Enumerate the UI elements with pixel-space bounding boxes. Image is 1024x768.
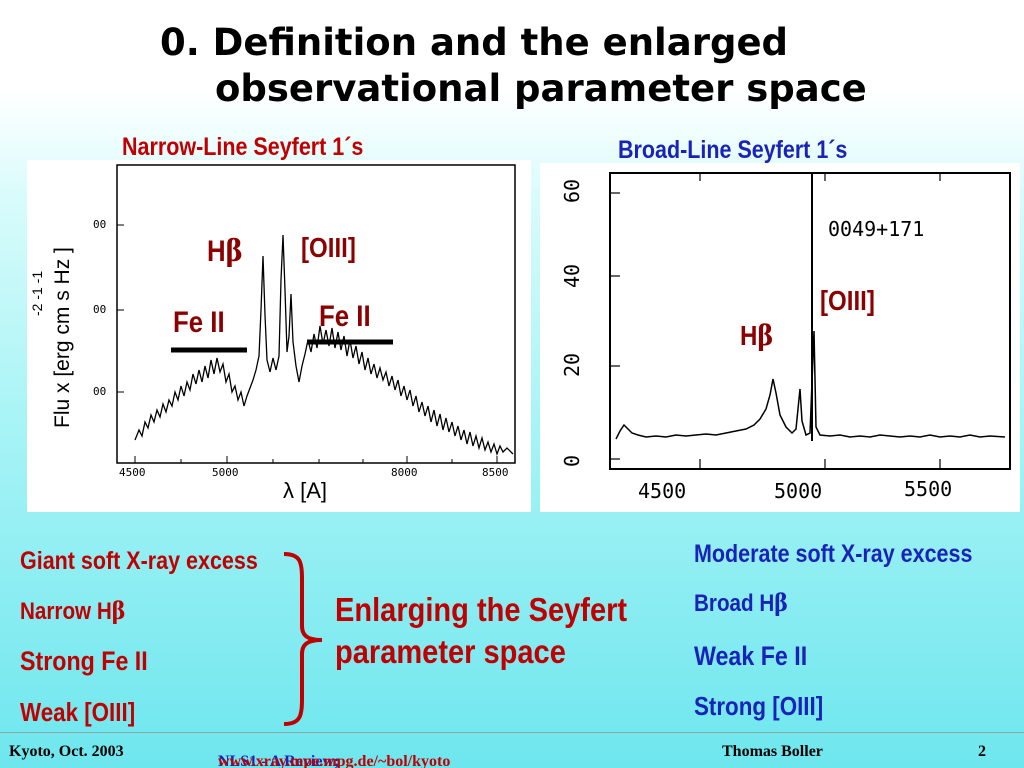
hbeta-prefix: H (740, 320, 758, 351)
footer-location: Kyoto, Oct. 2003 (9, 743, 124, 760)
bls1-property-feii: Weak Fe II (694, 641, 808, 671)
footer-page-number: 2 (978, 743, 986, 760)
bls1-header: Broad-Line Seyfert 1´s (618, 136, 848, 164)
bls1-x-tick: 4500 (638, 479, 687, 503)
footer-author: Thomas Boller (722, 743, 823, 760)
bls1-y-tick: 0 (560, 454, 585, 468)
nls1-y-axis-exponents: -2 -1 -1 (29, 270, 45, 316)
angstrom-unit: [A] (300, 478, 328, 503)
curly-brace-icon (283, 552, 323, 726)
slide-title: 0. Definition and the enlarged observati… (160, 20, 980, 112)
nls1-spectrum-trace (134, 234, 514, 457)
bls1-y-tick: 40 (560, 263, 585, 289)
slide-title-line2: observational parameter space (215, 67, 867, 110)
footer-review-prefix: NLS1 - A Review; (218, 753, 340, 768)
slide-title-line1: 0. Definition and the enlarged (160, 21, 789, 64)
narrow-hbeta-prefix: Narrow H (20, 598, 112, 625)
enlarging-text: Enlarging the Seyfert parameter space (335, 589, 627, 673)
nls1-y-axis-label: Flu x [erg cm s Hz ] (51, 247, 74, 428)
nls1-fe-left-label: Fe II (173, 306, 225, 339)
bls1-x-tick: 5000 (774, 479, 823, 503)
nls1-property-feii: Strong Fe II (20, 646, 148, 676)
bls1-object-name: 0049+171 (828, 217, 925, 241)
bls1-property-xray: Moderate soft X-ray excess (694, 540, 973, 568)
nls1-header: Narrow-Line Seyfert 1´s (122, 133, 364, 161)
enlarging-text-line2: parameter space (335, 633, 566, 670)
nls1-x-tick: 5000 (212, 466, 239, 479)
nls1-property-oiii: Weak [OIII] (20, 697, 136, 727)
bls1-y-tick: 60 (560, 178, 585, 204)
hbeta-greek: β (225, 234, 243, 269)
footer-url-link[interactable]: www.xray.mpe.mpg.de/~bol/kyoto (218, 753, 451, 768)
enlarging-text-line1: Enlarging the Seyfert (335, 591, 628, 628)
bls1-property-oiii: Strong [OIII] (694, 691, 824, 721)
bls1-oiii-label: [OIII] (820, 285, 875, 316)
nls1-y-tick: 00 (93, 303, 107, 316)
hbeta-greek: β (757, 319, 774, 352)
nls1-y-tick: 00 (93, 385, 107, 398)
nls1-spectrum-plot (116, 164, 516, 464)
nls1-x-tick: 4500 (119, 466, 146, 479)
bls1-property-hbeta: Broad Hβ (694, 588, 788, 618)
broad-hbeta-greek: β (774, 588, 788, 617)
narrow-hbeta-greek: β (111, 596, 126, 625)
nls1-x-tick: 8000 (391, 466, 418, 479)
bls1-x-tick: 5500 (904, 477, 953, 501)
nls1-y-tick: 00 (93, 218, 107, 231)
hbeta-prefix: H (207, 235, 226, 268)
bls1-y-tick: 20 (560, 352, 585, 378)
bls1-spectrum-plot (609, 172, 1011, 470)
nls1-property-xray: Giant soft X-ray excess (20, 547, 258, 575)
lambda-symbol: λ (283, 478, 294, 503)
broad-hbeta-prefix: Broad H (694, 590, 775, 617)
bls1-spectrum-panel: 60 40 20 0 4500 5000 5500 0049+171 [OIII… (540, 163, 1020, 512)
nls1-hbeta-label: Hβ (207, 234, 243, 269)
nls1-x-tick: 8500 (482, 466, 509, 479)
nls1-oiii-label: [OIII] (301, 232, 356, 263)
bls1-hbeta-label: Hβ (740, 319, 773, 352)
nls1-x-axis-label: λ [A] (273, 478, 367, 512)
nls1-property-hbeta: Narrow Hβ (20, 596, 125, 626)
nls1-spectrum-panel: 00 00 00 4500 5000 8000 8500 Flu x [erg … (27, 160, 531, 512)
bls1-spectrum-trace (615, 330, 1006, 440)
footer: Kyoto, Oct. 2003 NLS1 - A Review; www.xr… (0, 732, 1024, 768)
nls1-fe-right-label: Fe II (319, 300, 371, 333)
